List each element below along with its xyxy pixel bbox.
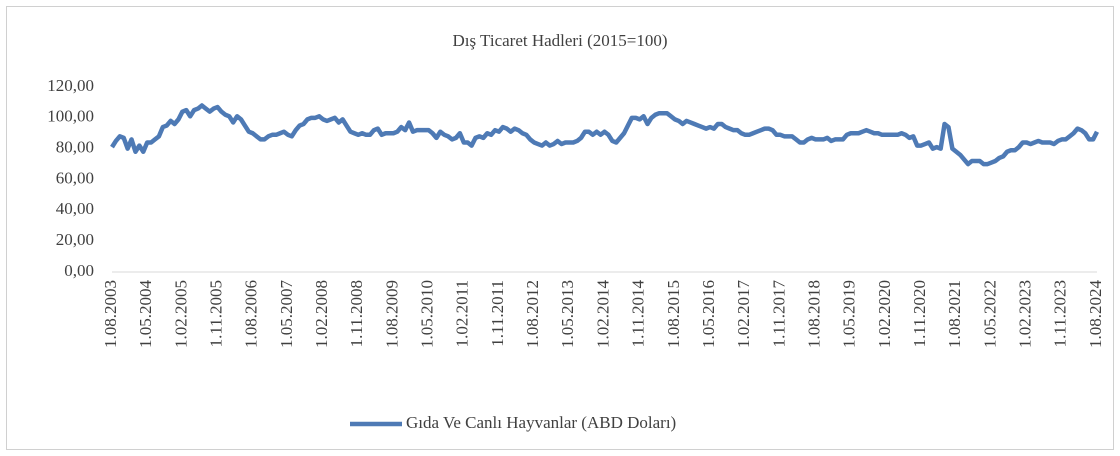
x-tick-label: 1.11.2020 (910, 280, 929, 347)
y-tick-label: 0,00 (64, 261, 94, 280)
x-tick-label: 1.05.2004 (136, 280, 155, 349)
x-tick-label: 1.02.2017 (734, 280, 753, 349)
x-tick-label: 1.02.2014 (593, 280, 612, 349)
legend-label: Gıda Ve Canlı Hayvanlar (ABD Doları) (406, 413, 676, 432)
x-tick-label: 1.08.2006 (242, 280, 261, 348)
x-tick-label: 1.05.2013 (558, 280, 577, 348)
x-tick-label: 1.11.2005 (206, 280, 225, 347)
x-tick-label: 1.02.2020 (875, 280, 894, 348)
x-tick-label: 1.02.2023 (1016, 280, 1035, 348)
x-tick-label: 1.05.2016 (699, 280, 718, 348)
line-series (110, 103, 1100, 167)
x-tick-label: 1.11.2008 (347, 280, 366, 347)
y-tick-label: 20,00 (56, 230, 94, 249)
chart-border (6, 6, 1114, 450)
x-tick-label: 1.02.2011 (453, 280, 472, 347)
x-tick-label: 1.11.2017 (769, 280, 788, 348)
x-tick-label: 1.08.2021 (945, 280, 964, 348)
x-tick-label: 1.05.2022 (980, 280, 999, 348)
x-tick-label: 1.11.2023 (1051, 280, 1070, 347)
y-tick-label: 100,00 (47, 107, 94, 126)
y-tick-label: 120,00 (47, 76, 94, 95)
x-tick-label: 1.08.2003 (101, 280, 120, 348)
y-tick-label: 60,00 (56, 168, 94, 187)
x-tick-label: 1.02.2005 (171, 280, 190, 348)
x-tick-label: 1.08.2015 (664, 280, 683, 348)
x-tick-label: 1.05.2010 (418, 280, 437, 348)
x-tick-label: 1.08.2012 (523, 280, 542, 348)
x-tick-label: 1.11.2014 (629, 280, 648, 348)
x-tick-label: 1.05.2019 (840, 280, 859, 348)
x-tick-label: 1.11.2011 (488, 280, 507, 347)
x-tick-label: 1.08.2018 (804, 280, 823, 348)
x-tick-label: 1.08.2009 (382, 280, 401, 348)
x-tick-label: 1.05.2007 (277, 280, 296, 349)
y-tick-label: 40,00 (56, 199, 94, 218)
x-tick-label: 1.02.2008 (312, 280, 331, 348)
chart-title: Dış Ticaret Hadleri (2015=100) (453, 31, 668, 50)
x-tick-label: 1.08.2024 (1086, 280, 1105, 349)
y-tick-label: 80,00 (56, 138, 94, 157)
